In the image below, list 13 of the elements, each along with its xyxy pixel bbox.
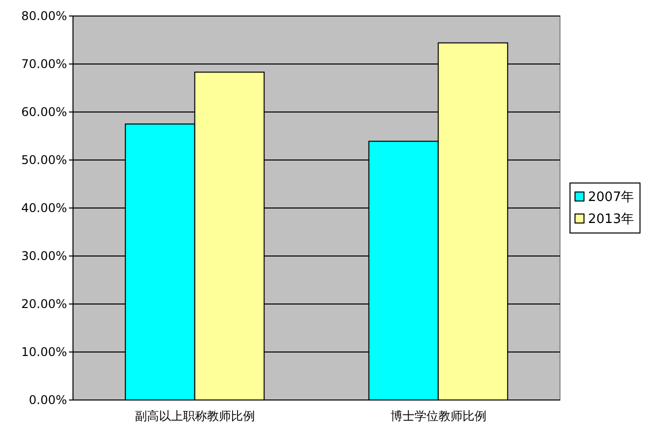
y-tick-label: 70.00%	[21, 57, 67, 71]
y-tick-label: 10.00%	[21, 345, 67, 359]
y-tick-label: 0.00%	[28, 393, 67, 407]
legend-label: 2007年	[588, 190, 634, 205]
y-tick-label: 50.00%	[21, 153, 67, 167]
x-tick-label: 副高以上职称教师比例	[134, 409, 255, 423]
x-tick-label: 博士学位教师比例	[390, 409, 486, 423]
y-tick-label: 30.00%	[21, 249, 67, 263]
y-tick-label: 80.00%	[21, 9, 67, 23]
legend-label: 2013年	[588, 212, 634, 227]
y-tick-label: 60.00%	[21, 105, 67, 119]
y-tick-label: 40.00%	[21, 201, 67, 215]
y-tick-label: 20.00%	[21, 297, 67, 311]
